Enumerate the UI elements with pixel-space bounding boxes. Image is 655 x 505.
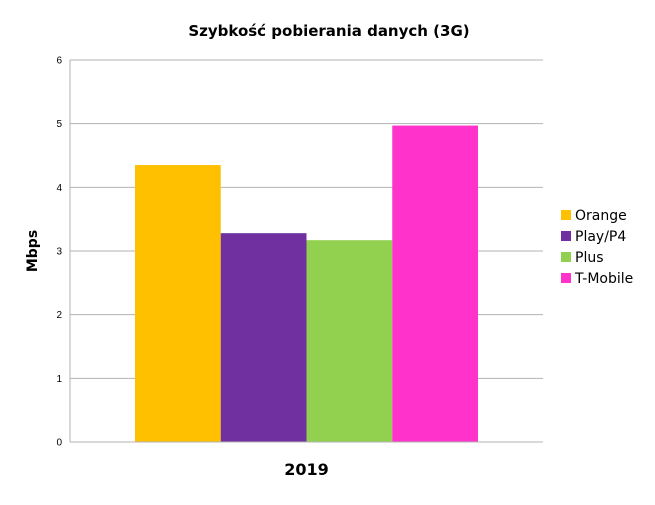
- x-axis-categories: 2019: [284, 460, 329, 479]
- y-tick-label: 2: [56, 310, 62, 321]
- x-category-label: 2019: [284, 460, 329, 479]
- y-axis-label: Mbps: [25, 230, 41, 272]
- legend: Orange Play/P4 Plus T-Mobile: [561, 208, 633, 287]
- bars: [135, 125, 478, 443]
- y-tick-label: 3: [56, 247, 62, 258]
- bar-orange: [135, 165, 221, 443]
- y-tick-label: 1: [56, 374, 62, 385]
- chart-title: Szybkość pobierania danych (3G): [188, 22, 469, 40]
- legend-label: Play/P4: [575, 229, 626, 245]
- legend-label: Plus: [575, 250, 604, 266]
- legend-swatch: [561, 252, 571, 262]
- legend-label: Orange: [575, 208, 627, 224]
- legend-swatch: [561, 273, 571, 283]
- y-axis-ticks: 0 1 2 3 4 5 6: [56, 56, 62, 449]
- legend-swatch: [561, 210, 571, 220]
- legend-label: T-Mobile: [574, 271, 633, 287]
- y-tick-label: 5: [56, 119, 62, 130]
- bar-t-mobile: [392, 125, 478, 443]
- bar-play-p4: [220, 233, 307, 442]
- legend-swatch: [561, 231, 571, 241]
- y-tick-label: 6: [56, 56, 62, 67]
- y-tick-label: 0: [56, 438, 62, 449]
- bar-plus: [306, 240, 393, 442]
- y-tick-label: 4: [56, 183, 62, 194]
